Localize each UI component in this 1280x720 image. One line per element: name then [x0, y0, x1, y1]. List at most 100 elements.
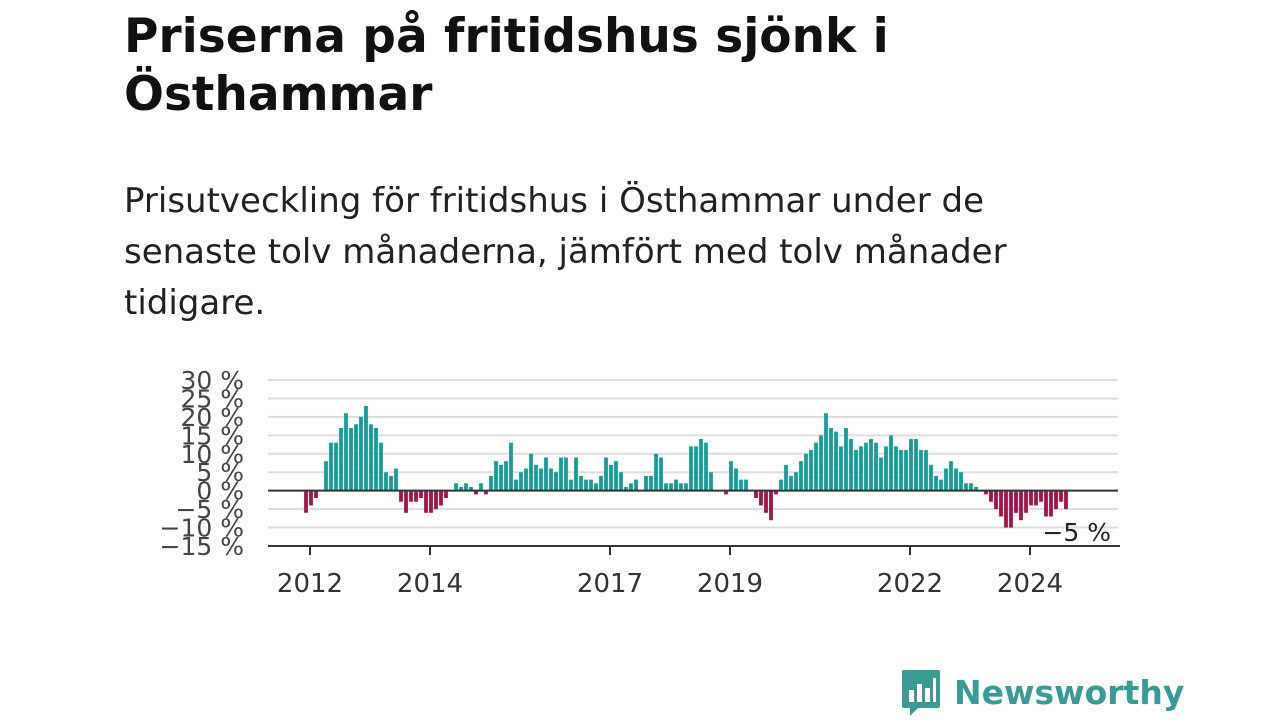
- bar: [609, 464, 613, 491]
- bar: [874, 442, 878, 491]
- y-tick-label: 15 %: [180, 421, 244, 450]
- bar: [854, 450, 858, 491]
- bar: [594, 483, 598, 491]
- y-tick-label: 20 %: [180, 403, 244, 432]
- bar: [949, 461, 953, 491]
- logo-text: Newsworthy: [954, 673, 1185, 712]
- bar: [659, 457, 663, 491]
- bar: [334, 442, 338, 491]
- bar: [1019, 490, 1023, 521]
- bar: [774, 490, 778, 495]
- bar: [789, 475, 793, 491]
- bar: [779, 479, 783, 491]
- bar: [969, 483, 973, 491]
- bar: [534, 464, 538, 491]
- bar: [569, 479, 573, 491]
- bar: [304, 490, 308, 513]
- bar: [769, 490, 773, 521]
- bar: [629, 483, 633, 491]
- bar: [729, 461, 733, 491]
- bar: [614, 461, 618, 491]
- bar: [1014, 490, 1018, 513]
- bar: [499, 464, 503, 491]
- bar: [909, 439, 913, 491]
- bar: [489, 475, 493, 491]
- bar: [684, 483, 688, 491]
- bar: [959, 472, 963, 491]
- x-axis-ticks: 2012 2014 2017 2019 2022 2024: [277, 546, 1063, 599]
- bar: [759, 490, 763, 506]
- bar: [1044, 490, 1048, 517]
- bar: [739, 479, 743, 491]
- bar: [869, 439, 873, 491]
- bar: [899, 450, 903, 491]
- bar: [384, 472, 388, 491]
- y-axis-ticks: 30 %25 %20 %15 %10 %5 %0 %−5 %−10 %−15 %: [160, 366, 244, 561]
- chart-title: Priserna på fritidshus sjönk i Östhammar: [124, 9, 889, 122]
- bar: [989, 490, 993, 502]
- bar: [689, 446, 693, 491]
- bar: [999, 490, 1003, 517]
- bar: [934, 475, 938, 491]
- bar: [964, 483, 968, 491]
- bar: [584, 479, 588, 491]
- x-tick-label: 2022: [877, 569, 943, 599]
- bar: [674, 479, 678, 491]
- bar: [649, 475, 653, 491]
- bar: [804, 453, 808, 491]
- bar: [829, 427, 833, 491]
- bar: [459, 486, 463, 491]
- bar: [954, 468, 958, 491]
- bar: [399, 490, 403, 502]
- bar: [514, 479, 518, 491]
- bar: [784, 464, 788, 491]
- bar: [984, 490, 988, 495]
- last-value-label: −5 %: [1042, 518, 1111, 547]
- bar: [724, 490, 728, 495]
- bar: [474, 490, 478, 495]
- bar: [1064, 490, 1068, 510]
- bar: [379, 442, 383, 491]
- y-tick-label: 30 %: [180, 366, 244, 395]
- bar: [1029, 490, 1033, 506]
- bar: [799, 461, 803, 491]
- bar: [599, 475, 603, 491]
- bar: [704, 442, 708, 491]
- bar: [349, 427, 353, 491]
- bar: [664, 483, 668, 491]
- newsworthy-logo-icon: [902, 670, 940, 716]
- bar: [579, 475, 583, 491]
- bar: [509, 442, 513, 491]
- bar: [619, 472, 623, 491]
- bar: [409, 490, 413, 502]
- bar: [824, 413, 828, 491]
- bar: [834, 431, 838, 491]
- bar: [994, 490, 998, 510]
- bar: [479, 483, 483, 491]
- bar: [654, 453, 658, 491]
- bar: [849, 439, 853, 491]
- bar: [914, 439, 918, 491]
- y-tick-label: −10 %: [160, 514, 244, 543]
- newsworthy-logo: Newsworthy: [900, 668, 1184, 718]
- bar: [694, 446, 698, 491]
- bar: [709, 472, 713, 491]
- gridlines: [268, 379, 1118, 529]
- x-tick-label: 2019: [697, 569, 763, 599]
- bar: [884, 446, 888, 491]
- bar: [324, 461, 328, 491]
- bar: [624, 486, 628, 491]
- bar: [904, 450, 908, 491]
- bar: [419, 490, 423, 499]
- bar: [734, 468, 738, 491]
- bar: [1039, 490, 1043, 502]
- bar: [1004, 490, 1008, 528]
- bar: [919, 450, 923, 491]
- bar: [894, 446, 898, 491]
- bar: [354, 424, 358, 491]
- y-tick-label: 5 %: [196, 458, 244, 487]
- bar: [1034, 490, 1038, 506]
- bar: [944, 468, 948, 491]
- bar: [484, 490, 488, 495]
- bar: [539, 468, 543, 491]
